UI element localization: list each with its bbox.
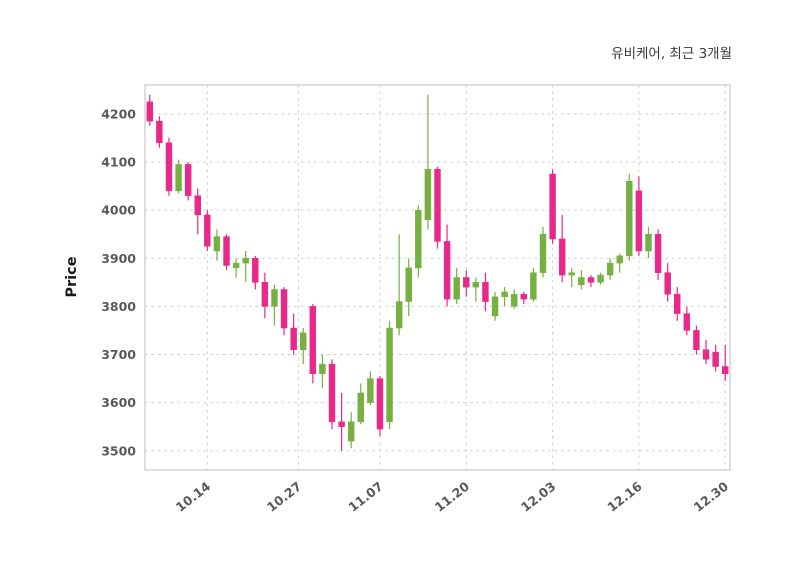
candle-body	[539, 233, 547, 273]
candle-body	[645, 233, 652, 252]
candle-body	[578, 277, 585, 285]
candle-body	[491, 296, 499, 317]
candle-body	[597, 274, 604, 283]
y-tick-label: 4000	[101, 203, 136, 218]
candle-body	[510, 294, 518, 307]
plot-background	[145, 85, 730, 470]
candle-body	[453, 277, 460, 300]
candle-body	[664, 272, 671, 295]
y-axis-label: Price	[64, 256, 80, 298]
candle-body	[194, 195, 201, 216]
x-tick-label: 10.27	[264, 479, 304, 515]
candle-body	[328, 363, 336, 423]
candle-body	[683, 313, 691, 331]
x-tick-label: 12.16	[604, 478, 645, 514]
candle-body	[654, 233, 662, 273]
x-tick-label: 11.20	[432, 478, 473, 514]
x-tick-label: 12.03	[518, 479, 558, 515]
x-tick-label: 11.07	[345, 479, 385, 515]
candle-body	[415, 209, 422, 269]
candle-body	[280, 289, 288, 329]
candle-body	[357, 392, 365, 423]
candle-body	[702, 349, 710, 360]
candle-body	[587, 277, 595, 283]
candle-body	[232, 262, 240, 269]
candle-body	[472, 282, 480, 288]
y-tick-label: 3900	[101, 251, 136, 266]
x-tick-label: 10.14	[173, 478, 214, 514]
candle-body	[156, 120, 163, 143]
candle-body	[175, 164, 182, 192]
candle-body	[300, 332, 307, 350]
candle-body	[443, 241, 451, 300]
candle-body	[693, 330, 700, 350]
candle-body	[338, 421, 345, 427]
candle-body	[626, 181, 633, 257]
candle-body	[482, 282, 489, 302]
candle-body	[252, 258, 259, 283]
candle-body	[319, 363, 326, 374]
candle-body	[616, 255, 623, 264]
candle-body	[376, 378, 384, 430]
candle-body	[434, 168, 441, 242]
candle-body	[549, 173, 556, 240]
candle-body	[271, 289, 278, 307]
candle-body	[606, 262, 614, 276]
x-tick-label: 12.30	[691, 478, 732, 514]
candle-body	[261, 282, 269, 307]
candle-body	[204, 214, 211, 247]
y-tick-label: 4200	[101, 106, 136, 121]
y-tick-label: 4100	[101, 155, 136, 170]
candle-body	[501, 291, 508, 297]
candle-body	[242, 258, 249, 264]
candle-body	[146, 101, 154, 122]
candle-body	[290, 327, 297, 350]
candle-body	[223, 236, 230, 266]
candle-body	[721, 366, 729, 374]
candle-body	[165, 142, 173, 192]
candle-body	[674, 294, 681, 314]
candle-body	[558, 238, 566, 276]
y-tick-label: 3700	[101, 347, 136, 362]
candle-body	[635, 190, 643, 252]
candle-body	[530, 272, 537, 300]
candle-body	[463, 277, 470, 288]
y-tick-label: 3600	[101, 395, 136, 410]
candle-body	[386, 327, 393, 423]
candle-body	[424, 168, 432, 220]
candle-body	[309, 306, 317, 374]
candle-body	[568, 272, 575, 276]
candle-body	[367, 378, 374, 403]
candle-body	[184, 164, 192, 196]
candle-body	[520, 294, 528, 300]
chart-title: 유비케어, 최근 3개월	[611, 46, 732, 62]
y-tick-label: 3800	[101, 299, 136, 314]
candle-body	[347, 421, 355, 442]
candle-body	[712, 351, 719, 367]
candle-body	[405, 267, 412, 302]
candle-body	[213, 236, 221, 252]
y-tick-label: 3500	[101, 443, 136, 458]
candle-body	[395, 301, 403, 329]
plot-border	[144, 84, 731, 471]
